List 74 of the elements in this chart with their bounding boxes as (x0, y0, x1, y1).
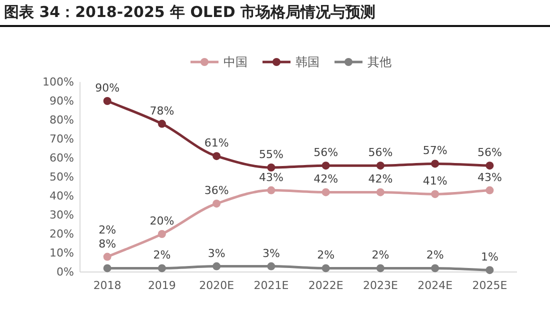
data-label: 43% (477, 170, 502, 184)
y-tick-label: 20% (50, 228, 74, 240)
point (158, 230, 166, 238)
point (212, 200, 221, 208)
legend-item: 其他 (334, 55, 392, 69)
legend-item: 中国 (190, 55, 248, 69)
y-tick-label: 80% (50, 114, 74, 126)
legend-item: 韩国 (262, 55, 320, 69)
x-tick-label: 2019 (148, 279, 176, 292)
x-tick-label: 2022E (308, 279, 344, 292)
data-label: 20% (150, 214, 174, 228)
point (158, 264, 166, 272)
point (486, 186, 494, 194)
data-label: 2% (317, 248, 335, 262)
point (212, 152, 221, 160)
point (103, 97, 112, 105)
point (376, 264, 384, 272)
y-tick-label: 90% (50, 94, 74, 108)
data-label: 43% (258, 170, 284, 184)
point (267, 186, 276, 194)
data-label: 78% (150, 104, 174, 118)
x-tick-label: 2020E (199, 279, 234, 292)
point (322, 162, 330, 170)
data-label: 2% (153, 248, 171, 262)
data-label: 90% (95, 82, 120, 94)
data-label: 3% (262, 246, 280, 260)
data-label: 1% (480, 250, 498, 264)
point (486, 266, 494, 274)
point (212, 262, 221, 270)
data-label: 42% (314, 172, 338, 186)
y-tick-label: 70% (50, 132, 74, 146)
x-tick-label: 2025E (472, 279, 508, 292)
data-label: 2% (426, 248, 444, 262)
data-label: 61% (204, 136, 229, 150)
data-label: 56% (314, 146, 338, 160)
legend-label: 韩国 (296, 55, 320, 69)
point (322, 188, 330, 196)
point (322, 264, 330, 272)
x-tick-label: 2024E (418, 279, 453, 292)
data-label: 56% (477, 146, 502, 160)
y-tick-label: 0% (56, 266, 74, 278)
legend-label: 中国 (224, 55, 248, 69)
data-label: 56% (368, 146, 393, 160)
point (431, 264, 440, 272)
point (267, 262, 276, 270)
data-label: 55% (258, 148, 284, 161)
data-label: 36% (204, 184, 229, 198)
point (103, 264, 112, 272)
data-label: 2% (98, 223, 116, 236)
data-label: 42% (368, 172, 393, 186)
point (486, 162, 494, 170)
y-tick-label: 100% (42, 76, 74, 88)
y-tick-label: 30% (50, 208, 74, 222)
data-label: 8% (98, 237, 116, 250)
point (431, 190, 440, 198)
x-tick-label: 2023E (362, 279, 398, 292)
y-tick-label: 10% (50, 246, 74, 260)
data-label: 2% (372, 248, 390, 262)
legend-label: 其他 (368, 55, 392, 69)
y-tick-label: 50% (50, 170, 74, 184)
y-tick-label: 40% (50, 190, 74, 202)
point (103, 252, 112, 261)
data-label: 3% (208, 246, 226, 260)
x-tick-label: 2018 (93, 279, 122, 292)
point (158, 120, 166, 128)
data-label: 41% (422, 174, 448, 188)
point (267, 164, 276, 172)
point (376, 162, 384, 170)
point (431, 160, 440, 168)
x-tick-label: 2021E (254, 279, 289, 292)
point (376, 188, 384, 196)
y-tick-label: 60% (50, 152, 74, 164)
title: 图表 34：2018-2025 年 OLED 市场格局情况与预测 (4, 3, 376, 21)
data-label: 57% (422, 144, 448, 158)
